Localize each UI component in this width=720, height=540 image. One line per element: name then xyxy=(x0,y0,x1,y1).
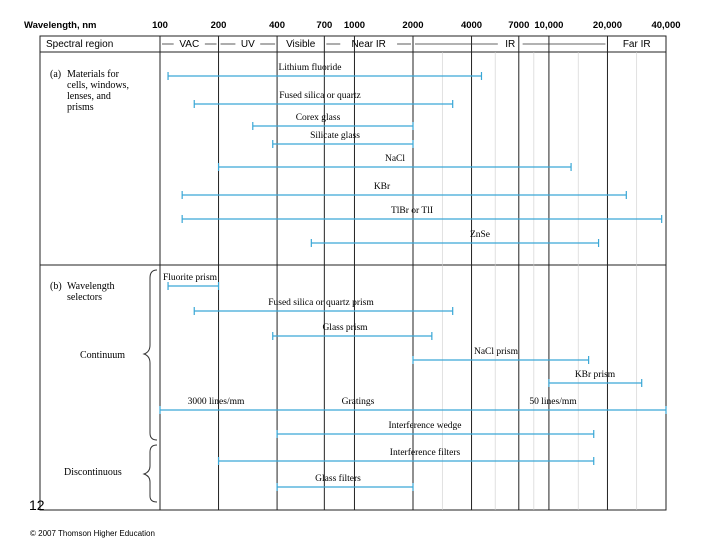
section-a-line2: cells, windows, xyxy=(67,80,129,91)
material-label: Corex glass xyxy=(296,113,341,123)
tick-label: 40,000 xyxy=(651,20,680,31)
selector-label: Glass filters xyxy=(315,473,361,484)
material-label: TlBr or TlI xyxy=(391,206,433,216)
section-b-line2: selectors xyxy=(67,292,102,303)
grid-frame xyxy=(39,35,667,511)
selector-label: Interference wedge xyxy=(388,420,461,431)
material-label: ZnSe xyxy=(470,230,490,240)
discontinuous-label: Discontinuous xyxy=(64,467,122,478)
section-b-label: (b) Wavelength selectors Continuum Disco… xyxy=(50,281,125,478)
gratings-left-note: 3000 lines/mm xyxy=(188,397,245,407)
spectral-regions: VAC UV Visible Near IR IR Far IR xyxy=(162,39,651,50)
continuum-brace xyxy=(142,269,158,441)
material-label: Fused silica or quartz xyxy=(279,91,361,101)
wavelength-gridlines xyxy=(159,36,667,510)
wavelength-axis-label: Wavelength, nm xyxy=(24,20,97,31)
tick-label: 200 xyxy=(211,20,227,31)
wavelength-ticks: 100 200 400 700 1000 2000 4000 7000 10,000 20,000… xyxy=(152,20,680,31)
selector-label: Gratings xyxy=(342,397,375,407)
selector-label: Glass prism xyxy=(322,323,368,333)
spectral-region-label: Spectral region xyxy=(46,39,113,50)
copyright-notice: © 2007 Thomson Higher Education xyxy=(30,529,155,538)
tick-label: 7000 xyxy=(508,20,529,31)
continuum-label: Continuum xyxy=(80,350,125,361)
material-label: KBr xyxy=(374,182,391,192)
selector-label: Interference filters xyxy=(390,447,461,458)
tick-label: 1000 xyxy=(344,20,365,31)
selector-label: NaCl prism xyxy=(474,347,519,357)
region-label: IR xyxy=(505,39,515,50)
tick-label: 700 xyxy=(316,20,332,31)
region-label: Visible xyxy=(286,39,316,50)
region-label: UV xyxy=(241,39,255,50)
tick-label: 4000 xyxy=(461,20,482,31)
section-a-line3: lenses, and xyxy=(67,91,111,102)
selector-label: Fluorite prism xyxy=(163,273,218,283)
section-b-letter: (b) xyxy=(50,281,62,292)
selector-label: Fused silica or quartz prism xyxy=(268,298,374,308)
tick-label: 2000 xyxy=(402,20,423,31)
tick-label: 20,000 xyxy=(593,20,622,31)
material-label: NaCl xyxy=(385,154,405,164)
selector-label: KBr prism xyxy=(575,370,616,380)
section-a-letter: (a) xyxy=(50,69,61,80)
tick-label: 100 xyxy=(152,20,168,31)
section-a-line1: Materials for xyxy=(67,69,120,80)
section-a-label: (a) Materials for cells, windows, lenses… xyxy=(50,69,129,113)
range-bars: Lithium fluoride Fused silica or quartz Co… xyxy=(159,62,667,491)
discontinuous-brace xyxy=(142,444,158,503)
region-label: Near IR xyxy=(351,39,385,50)
material-label: Silicate glass xyxy=(310,131,360,141)
region-label: VAC xyxy=(179,39,199,50)
gratings-right-note: 50 lines/mm xyxy=(529,397,577,407)
section-a-line4: prisms xyxy=(67,102,94,113)
page-number: 12 xyxy=(29,497,45,513)
tick-label: 10,000 xyxy=(534,20,563,31)
section-b-line1: Wavelength xyxy=(67,281,115,292)
material-label: Lithium fluoride xyxy=(278,62,341,73)
region-label: Far IR xyxy=(623,39,651,50)
tick-label: 400 xyxy=(269,20,285,31)
